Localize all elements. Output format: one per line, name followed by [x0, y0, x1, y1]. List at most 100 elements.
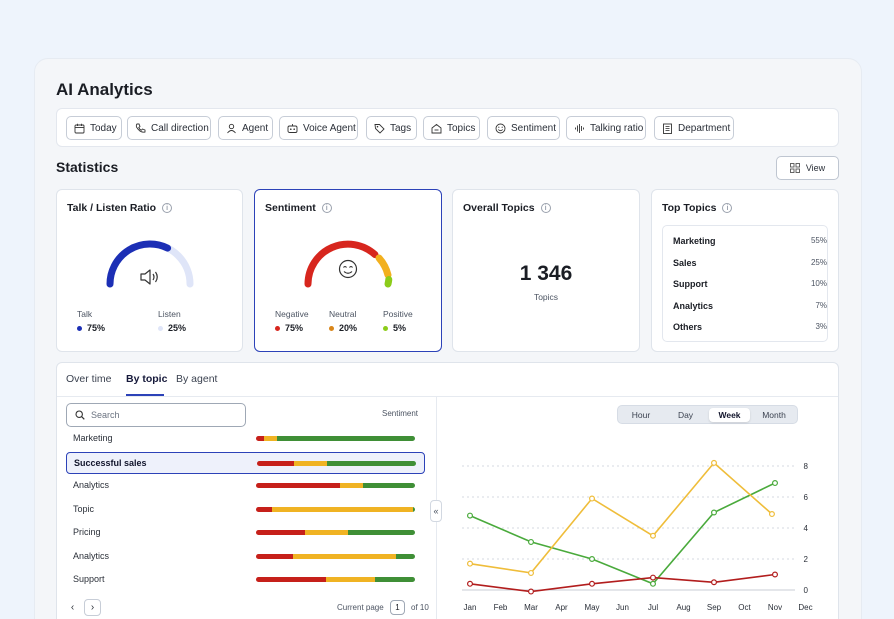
- sentiment-neg-segment: [256, 577, 326, 582]
- view-button[interactable]: View: [776, 156, 839, 180]
- sentiment-neg-segment: [256, 506, 272, 512]
- period-hour[interactable]: Hour: [631, 410, 651, 420]
- x-tick-label: Mar: [524, 603, 538, 612]
- x-tick-label: Dec: [798, 603, 812, 612]
- topic-row[interactable]: Support: [66, 569, 425, 591]
- filter-call-direction[interactable]: Call direction: [127, 116, 211, 140]
- x-tick-label: Jul: [648, 603, 658, 612]
- sentiment-bar: [256, 530, 415, 535]
- topic-row[interactable]: Analytics: [66, 546, 425, 568]
- page-title: AI Analytics: [56, 80, 153, 99]
- filter-agent[interactable]: Agent: [218, 116, 273, 140]
- data-point: [467, 512, 474, 519]
- topic-label: Marketing: [73, 433, 113, 443]
- card-title: Top Topics: [662, 202, 717, 214]
- data-point: [711, 579, 718, 586]
- search-input[interactable]: Search: [66, 403, 246, 427]
- series-line: [469, 461, 773, 574]
- sentiment-bar: [256, 577, 415, 582]
- sentiment-pos-segment: [413, 506, 415, 512]
- info-icon[interactable]: i: [722, 203, 733, 213]
- filter-today[interactable]: Today: [66, 116, 122, 140]
- series-line: [469, 573, 776, 593]
- tag-icon: [374, 123, 385, 134]
- data-point: [589, 495, 596, 502]
- period-week[interactable]: Week: [709, 408, 750, 422]
- divider: [57, 396, 838, 397]
- tab-by-topic[interactable]: By topic: [126, 373, 168, 385]
- filter-label: Talking ratio: [590, 122, 644, 134]
- positive-value: 5%: [383, 323, 406, 333]
- topic-row[interactable]: Marketing: [66, 428, 425, 450]
- topic-label: Successful sales: [74, 457, 147, 468]
- period-month[interactable]: Month: [762, 410, 786, 420]
- top-topics-list: Marketing 55% Sales 25% Support 10% Analytics 7…: [662, 225, 828, 342]
- top-topic-row: Support 10%: [673, 279, 827, 289]
- positive-label: Positive: [383, 309, 413, 319]
- sentiment-pos-segment: [276, 436, 415, 441]
- series-line: [469, 482, 776, 585]
- prev-page-button[interactable]: ‹: [70, 602, 75, 613]
- topic-row[interactable]: Analytics: [66, 475, 425, 497]
- data-point: [467, 560, 474, 567]
- sentiment-pos-segment: [395, 553, 415, 559]
- current-page-label: Current page: [337, 603, 384, 612]
- tab-over-time[interactable]: Over time: [66, 373, 112, 385]
- next-page-button[interactable]: ›: [84, 599, 101, 616]
- neutral-label: Neutral: [329, 309, 357, 319]
- smile-icon: [338, 259, 358, 279]
- talk-listen-card[interactable]: Talk / Listen Ratio i Talk 75% Listen 25%: [56, 189, 243, 352]
- period-day[interactable]: Day: [677, 410, 694, 420]
- topic-row[interactable]: Topic: [66, 499, 425, 521]
- calendar-icon: [74, 123, 85, 133]
- data-point: [467, 580, 474, 587]
- data-point: [527, 588, 534, 595]
- data-point: [768, 511, 775, 518]
- info-icon[interactable]: i: [162, 203, 173, 213]
- filter-voice-agent[interactable]: Voice Agent: [279, 116, 358, 140]
- info-icon[interactable]: i: [321, 203, 332, 213]
- topic-share: 55%: [810, 236, 827, 245]
- grid-icon: [789, 163, 800, 173]
- user-icon: [227, 123, 236, 133]
- x-tick-label: Apr: [555, 603, 568, 612]
- current-page-input[interactable]: 1: [390, 600, 405, 615]
- phone-icon: [135, 123, 146, 133]
- top-topic-row: Marketing 55%: [673, 236, 827, 246]
- topic-trend-chart: 0 2 4 6 8 Jan Feb Mar Apr May Jun Jul Aug Sep Oct Nov De…: [462, 459, 813, 612]
- sentiment-neu-segment: [340, 483, 363, 488]
- topic-label: Topic: [73, 503, 95, 514]
- tab-by-agent[interactable]: By agent: [176, 373, 218, 385]
- filter-sentiment[interactable]: Sentiment: [487, 116, 560, 140]
- sentiment-neg-segment: [256, 483, 341, 488]
- filter-tags[interactable]: Tags: [366, 116, 417, 140]
- sentiment-bar: [256, 483, 415, 488]
- collapse-button[interactable]: «: [430, 500, 442, 522]
- neutral-value: 20%: [329, 323, 357, 333]
- topic-row[interactable]: Pricing: [66, 522, 425, 544]
- filter-label: Sentiment: [511, 122, 557, 134]
- info-icon[interactable]: i: [540, 203, 551, 213]
- y-tick-label: 8: [804, 462, 809, 471]
- sentiment-pos-segment: [362, 483, 415, 488]
- top-topics-card[interactable]: Top Topics i Marketing 55% Sales 25% Support 1…: [651, 189, 839, 352]
- neutral-arc: [375, 254, 392, 279]
- talk-label: Talk: [77, 309, 93, 319]
- data-point: [527, 538, 534, 545]
- topic-share: 10%: [810, 279, 827, 288]
- overall-topics-value: 1 346: [519, 262, 573, 285]
- filter-department[interactable]: Department: [654, 116, 734, 140]
- topic-share: 7%: [815, 300, 827, 310]
- topic-name: Others: [673, 322, 703, 332]
- filter-talking-ratio[interactable]: Talking ratio: [566, 116, 646, 140]
- sentiment-neg-segment: [256, 436, 264, 441]
- sentiment-card[interactable]: Sentiment i Negative 75% Neutral 20% Posi…: [254, 189, 442, 352]
- topic-row[interactable]: Successful sales: [66, 451, 425, 474]
- data-point: [650, 532, 657, 539]
- overall-topics-card[interactable]: Overall Topics i 1 346 Topics: [452, 189, 640, 352]
- filter-topics[interactable]: Topics: [423, 116, 480, 140]
- sentiment-neu-segment: [292, 553, 396, 559]
- top-topic-row: Sales 25%: [673, 258, 827, 268]
- listen-value: 25%: [158, 323, 186, 333]
- filter-label: Tags: [390, 122, 412, 134]
